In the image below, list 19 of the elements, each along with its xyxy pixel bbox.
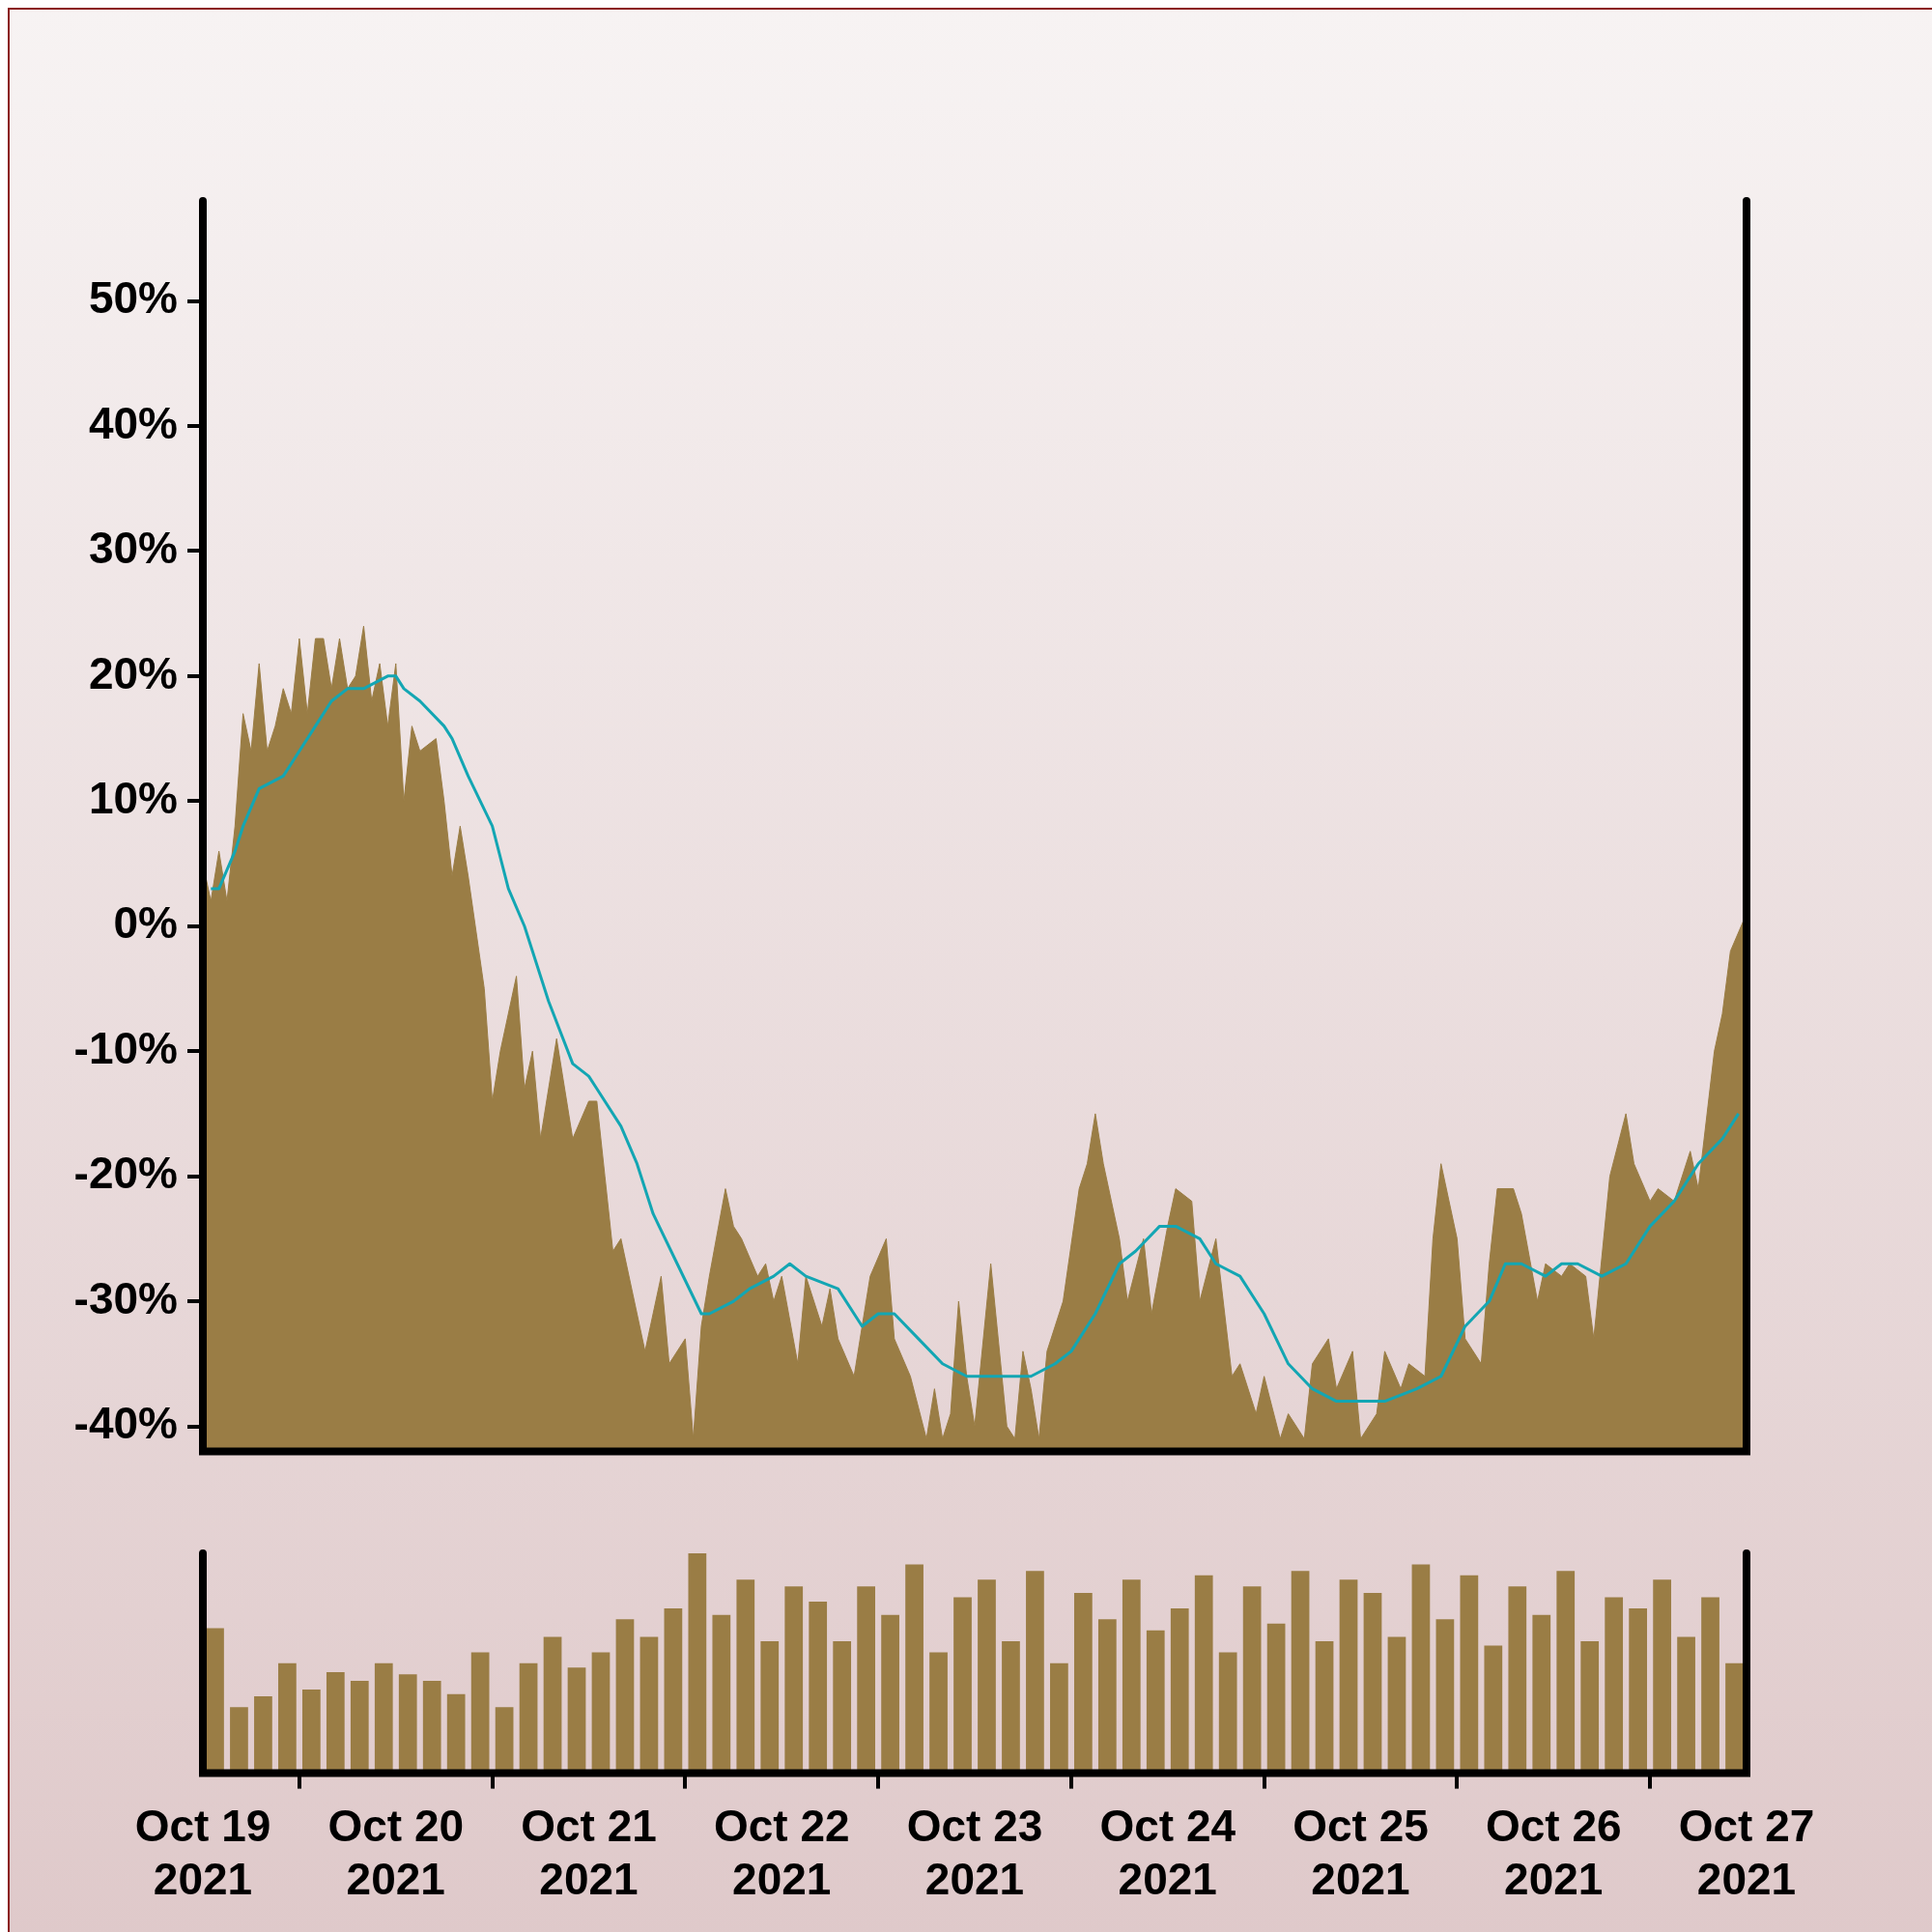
x-tick-label: Oct 20 2021 — [327, 1800, 465, 1905]
y-tick-label: 40% — [88, 397, 178, 448]
y-tick-label: -20% — [73, 1148, 178, 1199]
x-tick-label: Oct 21 2021 — [521, 1800, 657, 1905]
x-tick-label: Oct 27 2021 — [1678, 1800, 1815, 1905]
y-tick-label: -10% — [73, 1022, 178, 1073]
y-tick-label: 10% — [88, 773, 178, 823]
x-tick-label: Oct 19 2021 — [134, 1800, 271, 1905]
x-tick-label: Oct 22 2021 — [713, 1800, 850, 1905]
y-tick-label: 20% — [88, 647, 178, 698]
x-tick-label: Oct 25 2021 — [1293, 1800, 1429, 1905]
y-tick-label: 50% — [88, 272, 178, 324]
x-tick-label: Oct 23 2021 — [906, 1800, 1043, 1905]
x-tick-label: Oct 26 2021 — [1485, 1800, 1622, 1905]
x-tick-label: Oct 24 2021 — [1099, 1800, 1236, 1905]
y-tick-label: -40% — [73, 1398, 178, 1449]
y-tick-label: 30% — [88, 523, 178, 574]
y-tick-label: -30% — [73, 1272, 178, 1323]
y-tick-label: 0% — [113, 897, 178, 949]
